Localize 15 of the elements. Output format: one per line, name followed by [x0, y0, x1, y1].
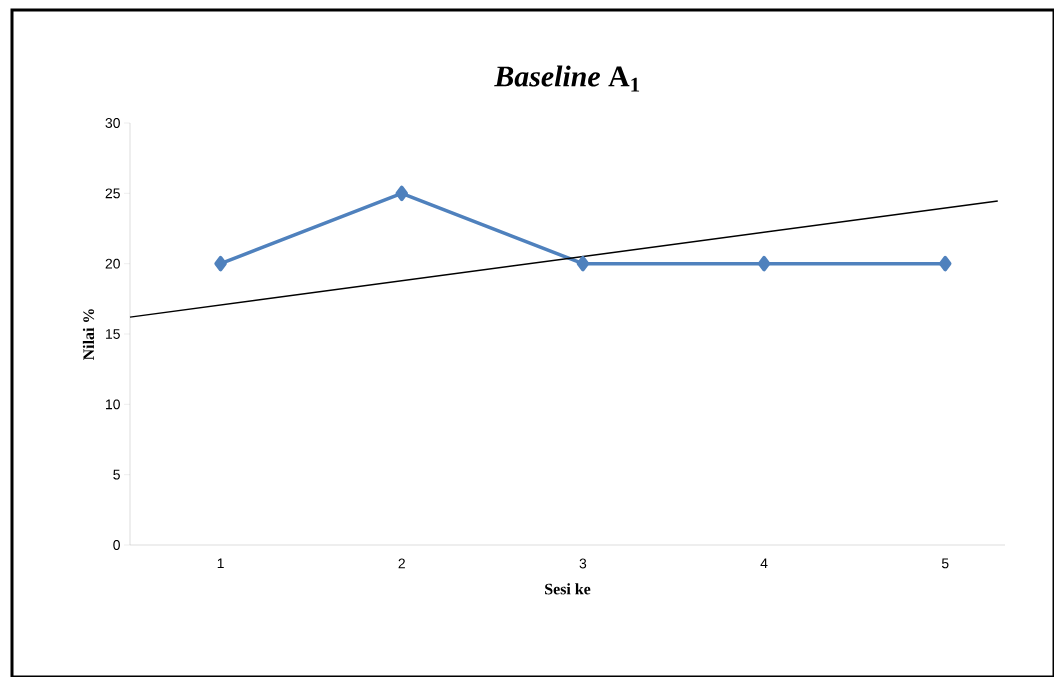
chart-title: Baseline A$_{1}$ — [494, 65, 640, 92]
y-tick-label: 30 — [105, 118, 120, 128]
y-tick-label: 10 — [106, 399, 120, 410]
y-tick-label: 0 — [113, 540, 120, 550]
y-tick-label: 25 — [105, 188, 120, 199]
x-tick-label: 5 — [941, 558, 949, 569]
y-tick-label: 5 — [113, 469, 120, 480]
x-axis-title: Sesi ke — [545, 583, 591, 595]
x-tick-label: 4 — [760, 558, 768, 569]
y-tick-label: 15 — [106, 329, 120, 339]
y-axis-title: Nilai % — [82, 309, 95, 361]
x-tick-label: 3 — [579, 558, 587, 569]
x-tick-label: 1 — [217, 558, 224, 569]
x-tick-label: 2 — [398, 558, 405, 569]
y-tick-label: 20 — [105, 258, 120, 269]
